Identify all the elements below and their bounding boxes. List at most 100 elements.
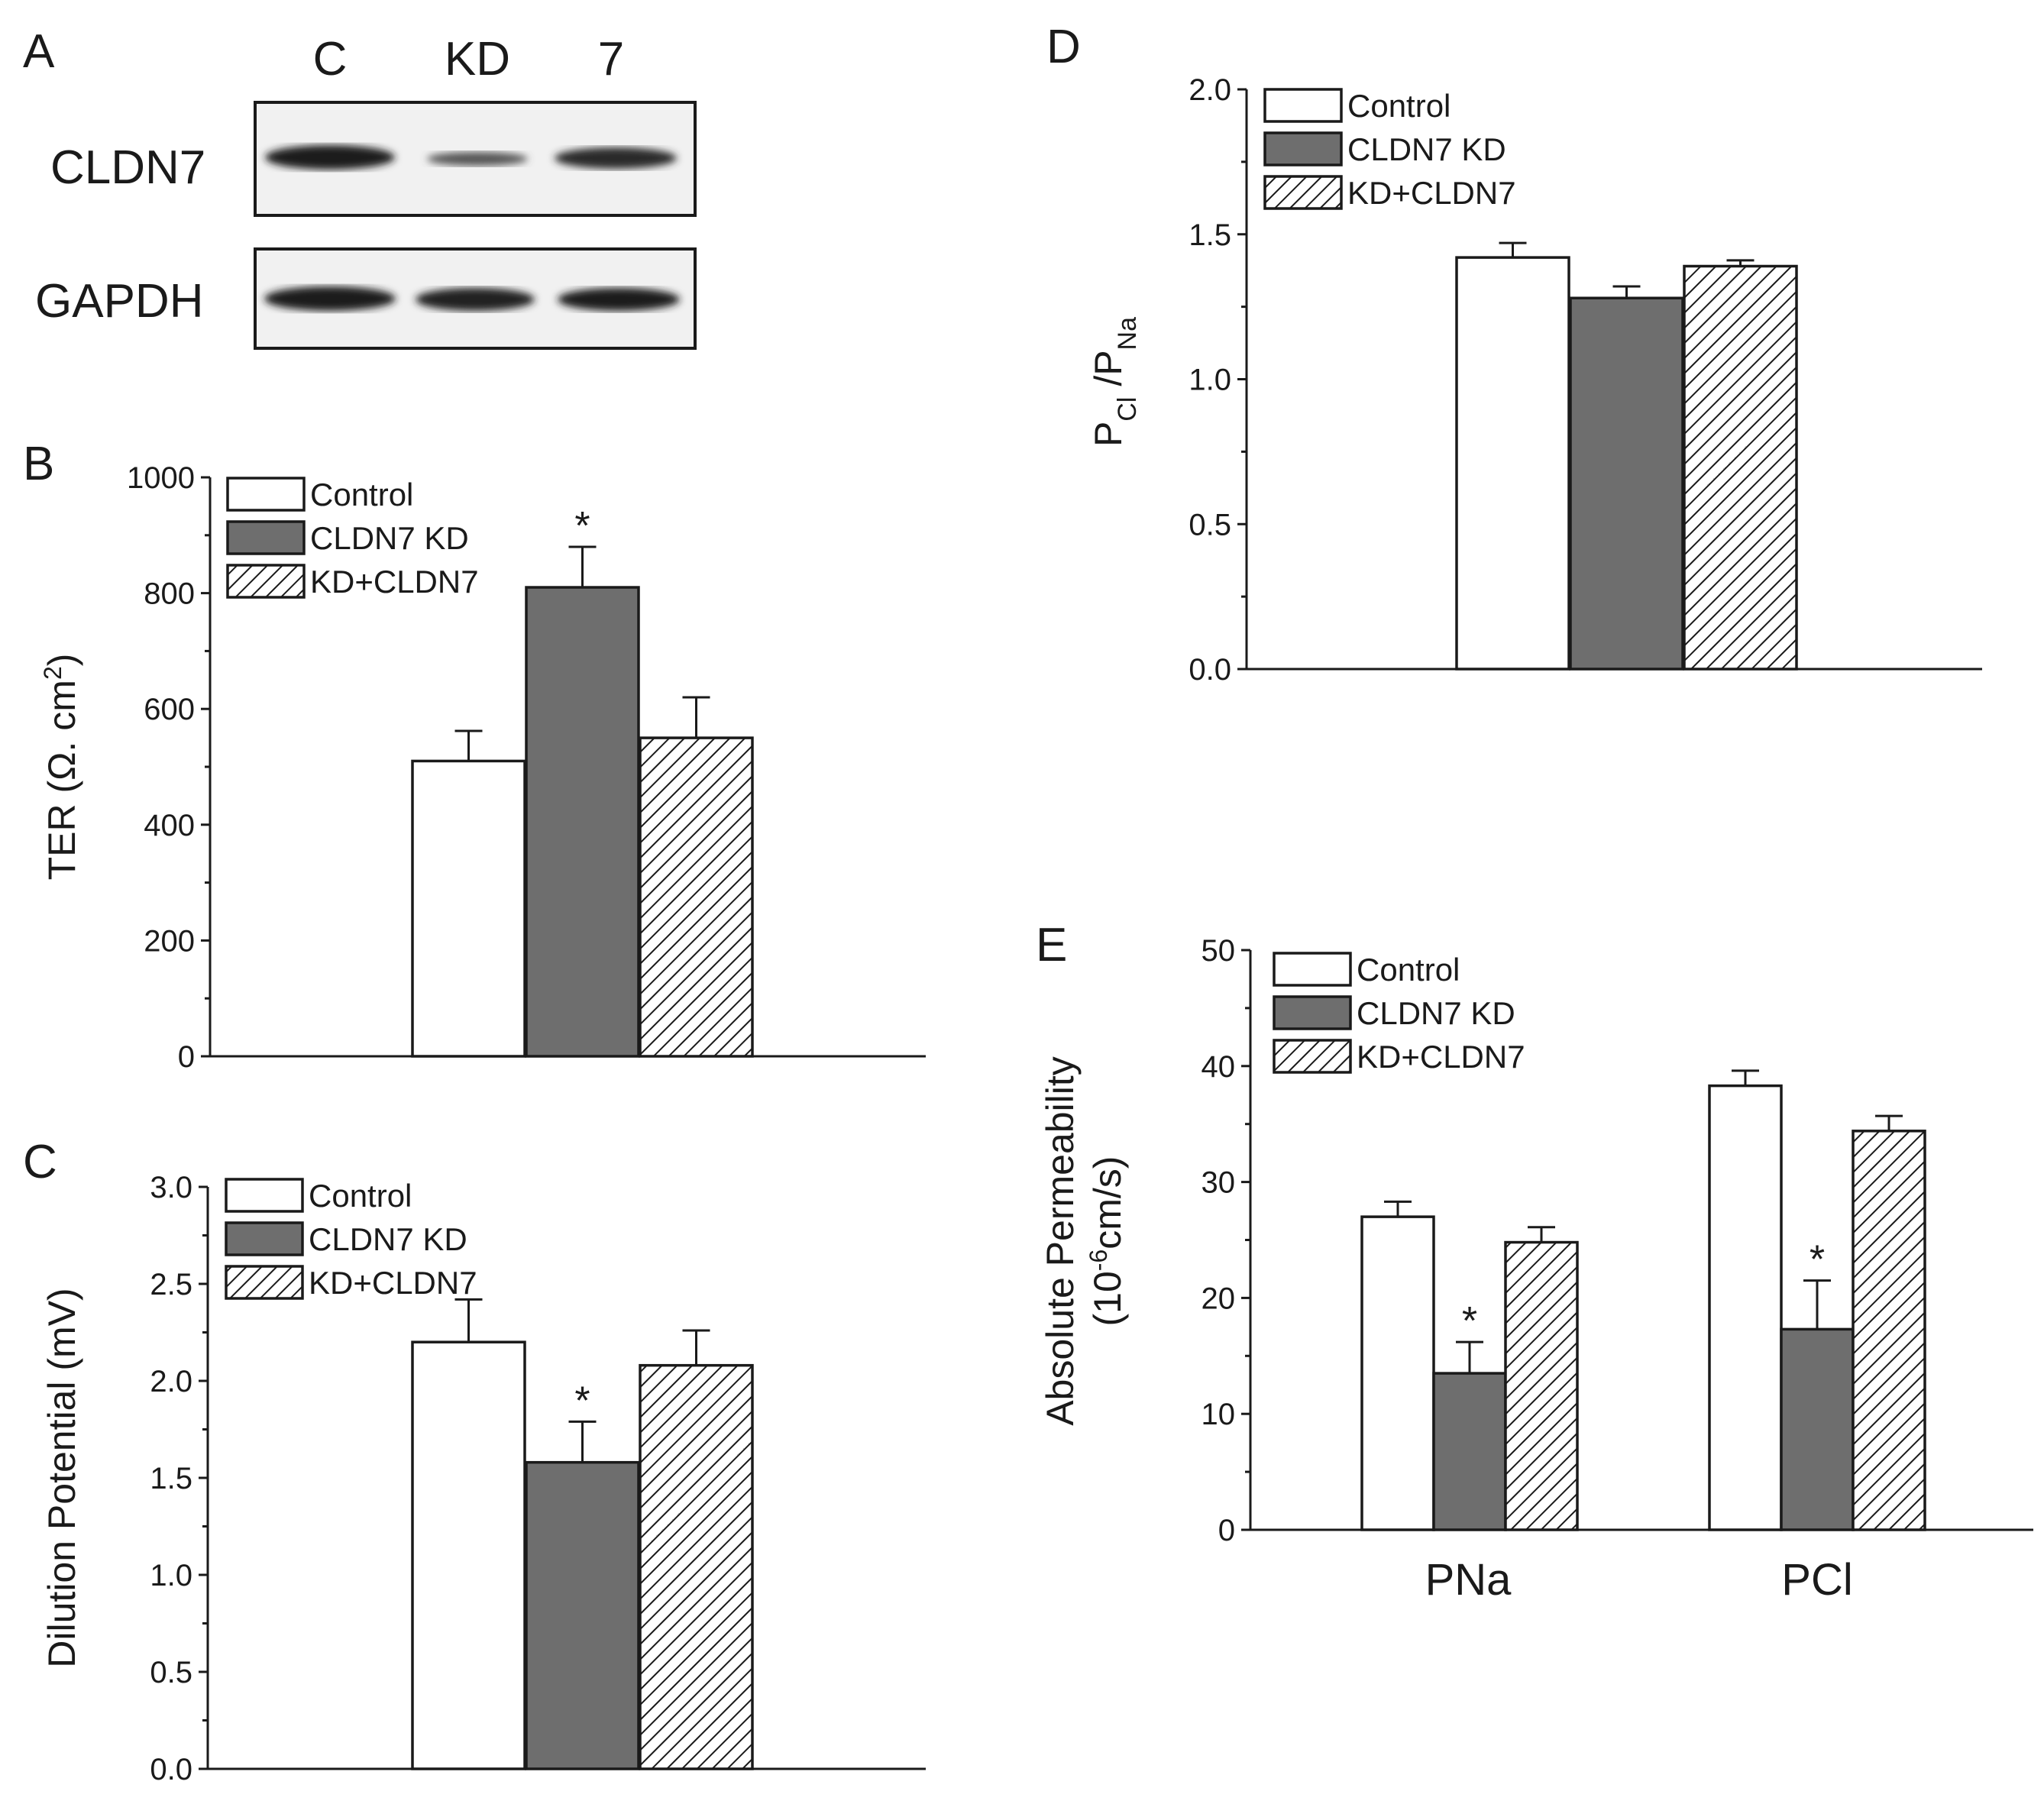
bar-e-1-2 — [1852, 1130, 1926, 1531]
legend-swatch — [226, 564, 306, 599]
band-cldn7-kd — [427, 152, 528, 166]
band-gapdh-c — [264, 286, 396, 311]
y-label-part: (10 — [1086, 1271, 1129, 1326]
bar-e-0-2 — [1504, 1240, 1579, 1531]
legend-label: CLDN7 KD — [309, 1221, 467, 1257]
y-tick-label: 20 — [1201, 1282, 1236, 1315]
legend-swatch — [1273, 952, 1352, 987]
y-tick-label: 0.0 — [1189, 653, 1231, 687]
legend-label: KD+CLDN7 — [1347, 175, 1516, 211]
y-tick-label: 800 — [144, 577, 195, 611]
bar-b-2 — [639, 736, 754, 1058]
legend-label: KD+CLDN7 — [1357, 1039, 1525, 1075]
legend-swatch — [225, 1178, 304, 1213]
legend-label: KD+CLDN7 — [310, 564, 479, 600]
y-axis-label: PCl /PNa — [1087, 317, 1142, 447]
x-category-label: PNa — [1425, 1555, 1512, 1605]
legend-swatch — [225, 1265, 304, 1300]
legend-label: Control — [310, 477, 413, 512]
lane-label-kd: KD — [445, 33, 510, 86]
y-tick-label: 0 — [178, 1040, 195, 1074]
y-tick-label: 40 — [1201, 1050, 1236, 1084]
y-tick-label: 1.0 — [150, 1559, 192, 1592]
bar-c-1 — [525, 1460, 640, 1770]
row-label-cldn7: CLDN7 — [50, 141, 205, 194]
y-tick-label: 10 — [1201, 1398, 1236, 1431]
y-tick-label: 1.5 — [1189, 218, 1231, 252]
panel-letter-a: A — [23, 25, 55, 78]
y-axis-label: Absolute Permeability — [1039, 1056, 1082, 1426]
y-tick-label: 1.5 — [150, 1462, 192, 1495]
chart-panel-c: 0.0 0.5 1.0 1.5 2.0 2.5 3.0 * Control CLDN7 KD KD+… — [40, 1171, 926, 1786]
y-tick-label: 2.0 — [150, 1365, 192, 1398]
legend-swatch — [226, 477, 306, 512]
band-gapdh-7 — [558, 288, 680, 311]
band-cldn7-7 — [555, 147, 677, 169]
y-tick-label: 0.5 — [1189, 508, 1231, 542]
chart-panel-b: 0 200 400 600 800 1000 * Control CLDN7 KD KD+CLDN… — [39, 461, 926, 1074]
y-tick-label: 3.0 — [150, 1171, 192, 1204]
legend-swatch — [1273, 995, 1352, 1030]
bar-d-1 — [1569, 296, 1684, 671]
y-label-part: P — [1087, 422, 1130, 447]
bar-e-0-0 — [1360, 1215, 1435, 1531]
bar-e-1-1 — [1780, 1327, 1855, 1531]
bar-c-2 — [639, 1363, 754, 1770]
legend-swatch — [1273, 1039, 1352, 1074]
y-axis-label: TER (Ω. cm2) — [39, 654, 83, 881]
bar-e-0-1 — [1432, 1372, 1507, 1531]
panel-letter-e: E — [1036, 919, 1067, 972]
y-label-part: ) — [40, 654, 83, 667]
chart-panel-e: 0 10 20 30 40 50 * PNa * PCl Control CLDN7 KD KD+CLD… — [1039, 934, 2033, 1605]
legend-swatch — [226, 520, 306, 555]
x-category-label: PCl — [1781, 1555, 1852, 1605]
y-label-part: Na — [1113, 317, 1142, 351]
chart-panel-d: 0.0 0.5 1.0 1.5 2.0 Control CLDN7 KD KD+CLDN7 PC… — [1087, 73, 1982, 687]
bar-e-1-0 — [1708, 1084, 1783, 1531]
legend-label: CLDN7 KD — [310, 520, 469, 556]
panel-letter-d: D — [1046, 21, 1081, 73]
y-label-part: -6 — [1085, 1250, 1112, 1271]
legend-label: CLDN7 KD — [1357, 995, 1515, 1031]
y-tick-label: 0.0 — [150, 1753, 192, 1786]
legend-label: Control — [1357, 952, 1460, 988]
legend-label: KD+CLDN7 — [309, 1265, 477, 1301]
legend-swatch — [1263, 175, 1343, 210]
y-tick-label: 50 — [1201, 934, 1236, 968]
significance-star-b-1: * — [574, 504, 590, 548]
legend-swatch — [225, 1221, 304, 1256]
legend-label: CLDN7 KD — [1347, 131, 1506, 167]
y-tick-label: 1000 — [127, 461, 195, 495]
legend-swatch — [1263, 88, 1343, 123]
y-label-part: TER (Ω. cm — [40, 680, 83, 880]
y-tick-label: 200 — [144, 924, 195, 958]
lane-label-7: 7 — [598, 33, 624, 86]
bar-b-0 — [411, 759, 526, 1058]
y-tick-label: 2.5 — [150, 1268, 192, 1301]
bar-d-2 — [1683, 264, 1798, 671]
bar-b-1 — [525, 586, 640, 1058]
y-tick-label: 2.0 — [1189, 73, 1231, 107]
y-label-part: Cl — [1113, 397, 1142, 422]
band-cldn7-c — [265, 145, 395, 170]
bar-c-0 — [411, 1340, 526, 1770]
panel-letter-b: B — [23, 438, 54, 490]
panel-letter-c: C — [23, 1136, 57, 1188]
bar-d-0 — [1455, 256, 1570, 671]
significance-star-c-1: * — [574, 1379, 590, 1423]
y-tick-label: 400 — [144, 809, 195, 842]
band-gapdh-kd — [416, 288, 535, 311]
y-tick-label: 1.0 — [1189, 364, 1231, 397]
y-axis-label: Dilution Potential (mV) — [40, 1288, 83, 1667]
y-label-part: 2 — [39, 666, 66, 680]
row-label-gapdh: GAPDH — [35, 275, 203, 328]
legend-label: Control — [309, 1178, 412, 1214]
y-axis-label-units: (10-6cm/s) — [1085, 1156, 1129, 1327]
lane-label-c: C — [313, 33, 348, 86]
legend-label: Control — [1347, 88, 1451, 124]
y-tick-label: 30 — [1201, 1166, 1236, 1200]
y-label-part: /P — [1087, 350, 1130, 396]
y-tick-label: 0.5 — [150, 1656, 192, 1689]
y-tick-label: 600 — [144, 693, 195, 726]
